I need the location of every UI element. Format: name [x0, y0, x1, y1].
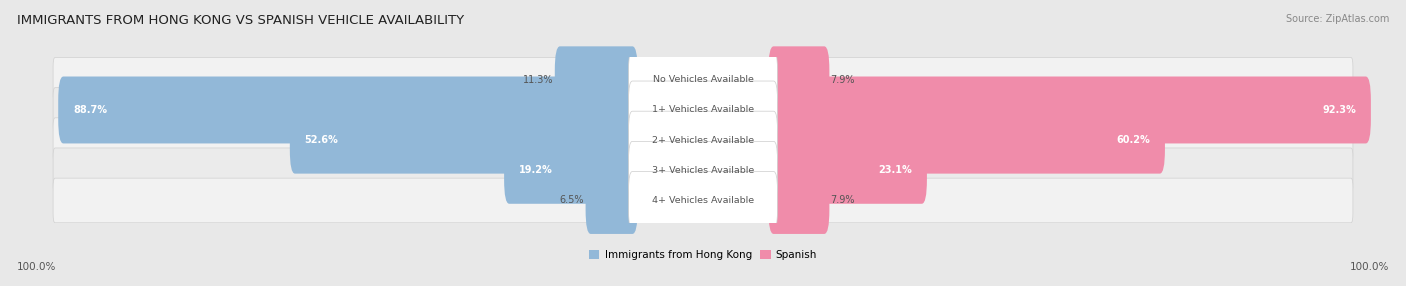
FancyBboxPatch shape: [628, 81, 778, 139]
FancyBboxPatch shape: [628, 172, 778, 229]
Text: 7.9%: 7.9%: [831, 195, 855, 205]
FancyBboxPatch shape: [585, 167, 637, 234]
Text: 2+ Vehicles Available: 2+ Vehicles Available: [652, 136, 754, 145]
Text: 60.2%: 60.2%: [1116, 135, 1150, 145]
Text: 92.3%: 92.3%: [1323, 105, 1357, 115]
FancyBboxPatch shape: [53, 57, 1353, 102]
FancyBboxPatch shape: [769, 107, 1166, 174]
Text: 3+ Vehicles Available: 3+ Vehicles Available: [652, 166, 754, 175]
Text: 100.0%: 100.0%: [17, 262, 56, 272]
Text: 100.0%: 100.0%: [1350, 262, 1389, 272]
Text: No Vehicles Available: No Vehicles Available: [652, 75, 754, 84]
FancyBboxPatch shape: [290, 107, 637, 174]
Text: 88.7%: 88.7%: [73, 105, 107, 115]
Text: 52.6%: 52.6%: [305, 135, 339, 145]
FancyBboxPatch shape: [53, 88, 1353, 132]
FancyBboxPatch shape: [53, 118, 1353, 162]
Text: 23.1%: 23.1%: [879, 165, 912, 175]
FancyBboxPatch shape: [769, 76, 1371, 144]
FancyBboxPatch shape: [58, 76, 637, 144]
FancyBboxPatch shape: [769, 46, 830, 113]
Text: Source: ZipAtlas.com: Source: ZipAtlas.com: [1285, 14, 1389, 24]
FancyBboxPatch shape: [53, 148, 1353, 192]
FancyBboxPatch shape: [769, 137, 927, 204]
FancyBboxPatch shape: [555, 46, 637, 113]
Text: 4+ Vehicles Available: 4+ Vehicles Available: [652, 196, 754, 205]
Legend: Immigrants from Hong Kong, Spanish: Immigrants from Hong Kong, Spanish: [585, 246, 821, 264]
FancyBboxPatch shape: [505, 137, 637, 204]
FancyBboxPatch shape: [53, 178, 1353, 223]
Text: 6.5%: 6.5%: [560, 195, 585, 205]
FancyBboxPatch shape: [769, 167, 830, 234]
FancyBboxPatch shape: [628, 141, 778, 199]
Text: 1+ Vehicles Available: 1+ Vehicles Available: [652, 106, 754, 114]
Text: 7.9%: 7.9%: [831, 75, 855, 85]
FancyBboxPatch shape: [628, 111, 778, 169]
Text: 11.3%: 11.3%: [523, 75, 554, 85]
Text: 19.2%: 19.2%: [519, 165, 553, 175]
FancyBboxPatch shape: [628, 51, 778, 109]
Text: IMMIGRANTS FROM HONG KONG VS SPANISH VEHICLE AVAILABILITY: IMMIGRANTS FROM HONG KONG VS SPANISH VEH…: [17, 14, 464, 27]
